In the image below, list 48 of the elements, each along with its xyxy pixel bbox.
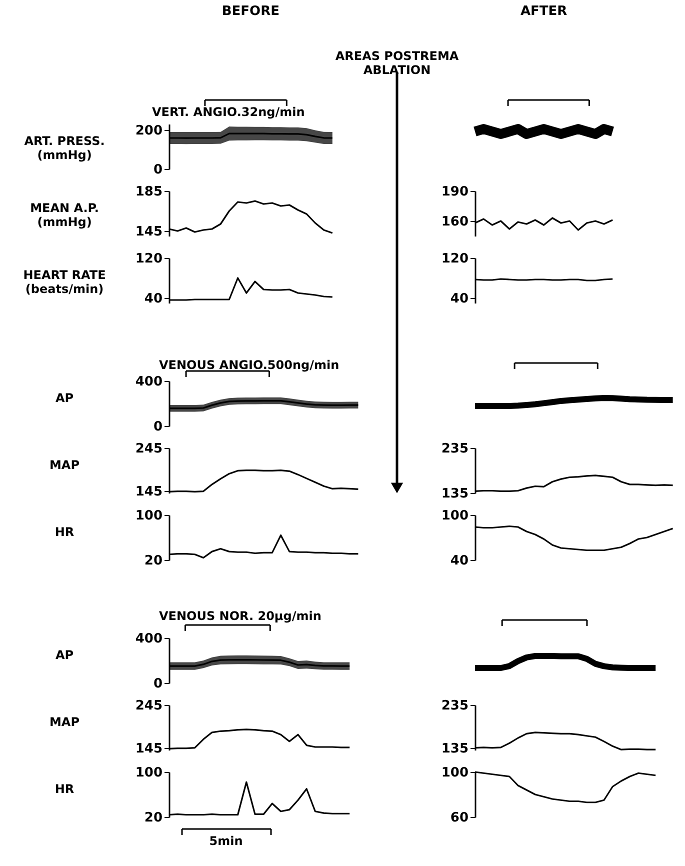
y-axis-title: AP (55, 391, 74, 405)
y-tick-label: 245 (135, 698, 162, 714)
y-axis-title: HR (54, 782, 74, 796)
y-tick-label: 100 (135, 766, 162, 780)
line-series (168, 658, 350, 667)
y-tick-label: 0 (153, 676, 162, 692)
y-tick-label: 120 (135, 252, 162, 266)
y-tick-label: 135 (441, 741, 468, 756)
y-tick-label: 100 (441, 766, 468, 780)
chart-title: BEFORE (222, 4, 280, 19)
y-axis-title: ART. PRESS. (mmHg) (24, 134, 105, 162)
y-tick-label: 100 (135, 508, 162, 524)
y-tick-label: 400 (135, 632, 162, 646)
text: 5min (209, 834, 243, 848)
line-series (168, 400, 359, 410)
chart-title: VENOUS ANGIO.500ng/min (159, 358, 340, 372)
y-axis-title: HR (54, 525, 74, 539)
y-tick-label: 200 (135, 123, 162, 138)
y-tick-label: 20 (144, 554, 162, 568)
y-tick-label: 120 (441, 252, 468, 266)
chart-title: AFTER (520, 4, 568, 19)
y-tick-label: 20 (144, 810, 162, 826)
y-axis-title: HEART RATE (beats/min) (23, 268, 106, 296)
y-tick-label: 0 (153, 420, 162, 434)
y-tick-label: 235 (441, 698, 468, 714)
y-tick-label: 135 (441, 486, 468, 502)
y-tick-label: 235 (441, 442, 468, 456)
y-axis-title: AP (55, 648, 74, 662)
y-axis-title: MAP (49, 715, 80, 729)
y-axis-title: MAP (49, 458, 80, 472)
y-tick-label: 145 (135, 224, 162, 240)
y-tick-label: 100 (441, 508, 468, 524)
chart-title: VENOUS NOR. 20μg/min (159, 609, 322, 623)
text: AREAS POSTREMA ABLATION (335, 49, 460, 77)
y-tick-label: 60 (450, 810, 468, 826)
y-tick-label: 145 (135, 484, 162, 500)
y-tick-label: 160 (441, 214, 468, 230)
y-tick-label: 145 (135, 741, 162, 756)
y-tick-label: 40 (450, 554, 468, 568)
y-tick-label: 40 (144, 292, 162, 306)
y-axis-title: MEAN A.P. (mmHg) (30, 201, 99, 229)
y-tick-label: 400 (135, 374, 162, 390)
y-tick-label: 245 (135, 442, 162, 456)
y-tick-label: 190 (441, 184, 468, 200)
y-tick-label: 0 (153, 162, 162, 178)
chart-subtitle: VERT. ANGIO.32ng/min (152, 105, 305, 119)
y-tick-label: 185 (135, 184, 162, 200)
y-tick-label: 40 (450, 292, 468, 306)
